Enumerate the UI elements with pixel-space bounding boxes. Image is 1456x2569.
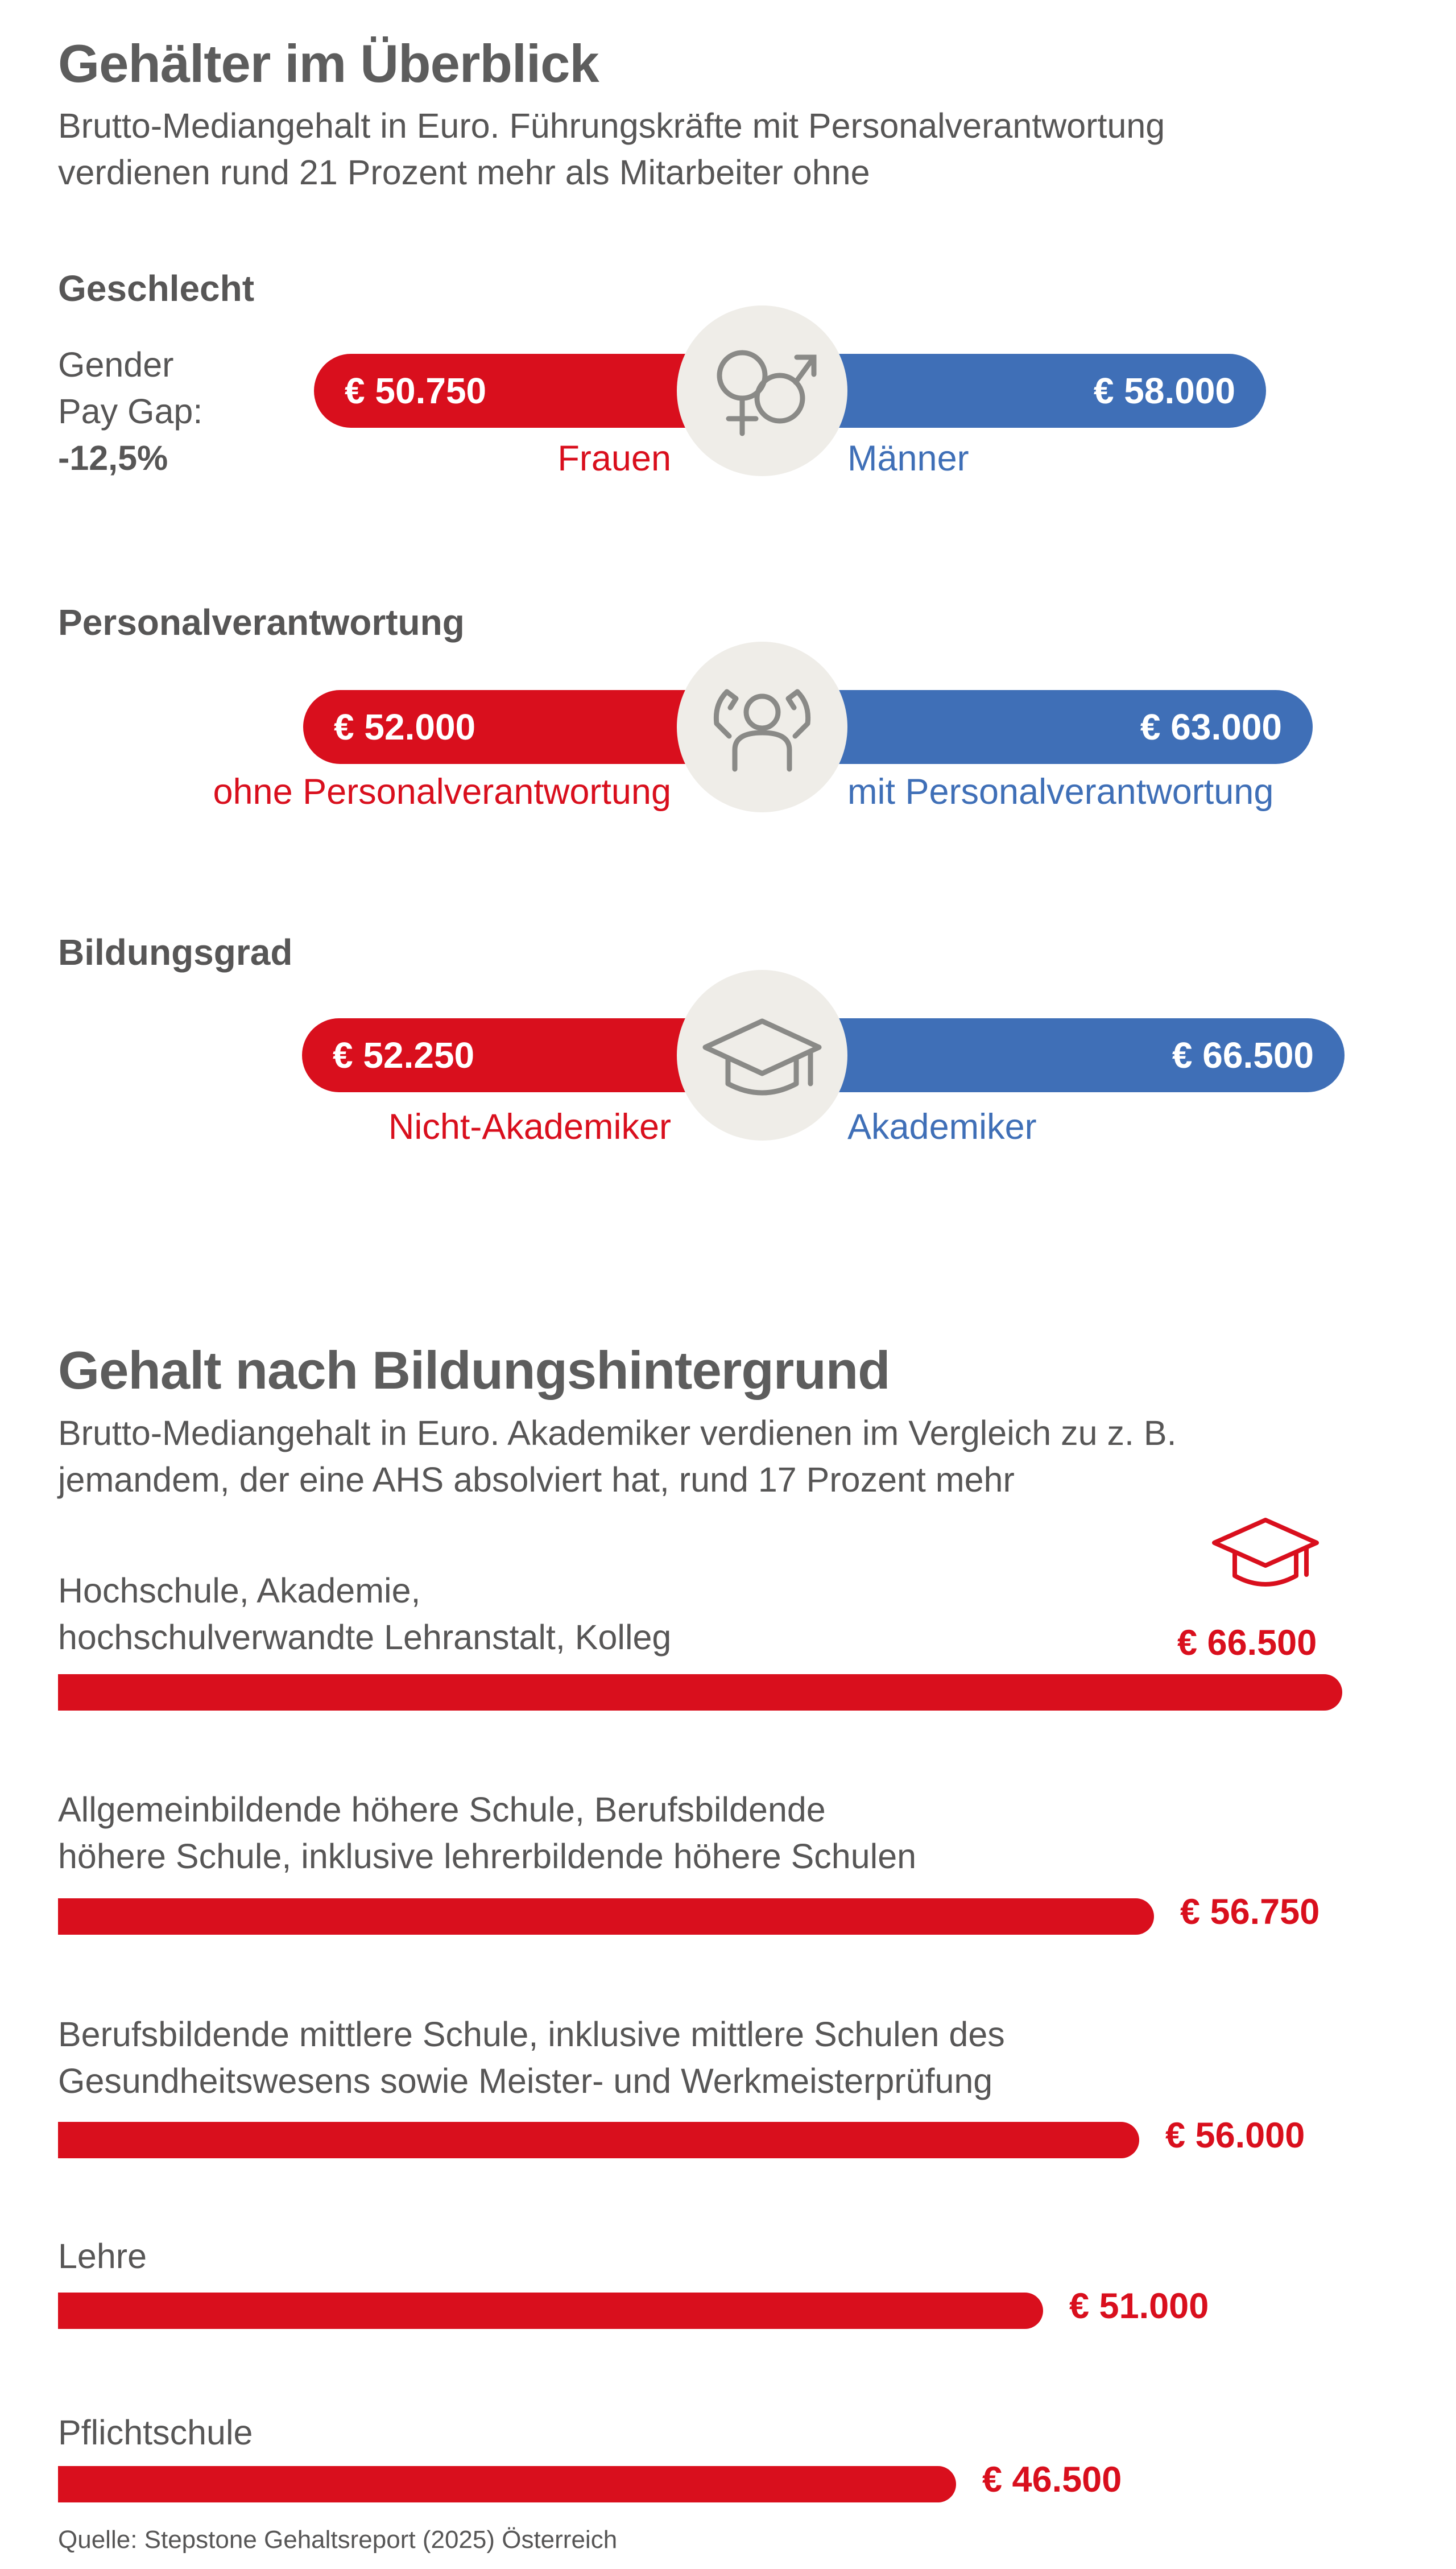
education-bar-label-line: Allgemeinbildende höhere Schule, Berufsb… bbox=[58, 1790, 826, 1829]
gender-right-caption: Männer bbox=[847, 439, 969, 478]
responsibility-section-label: Personalverantwortung bbox=[58, 602, 465, 643]
education-bar-label: Hochschule, Akademie, hochschulverwandte … bbox=[58, 1567, 671, 1661]
education-bar-value: € 66.500 bbox=[1177, 1623, 1317, 1663]
education-bar-value: € 51.000 bbox=[1069, 2286, 1209, 2326]
responsibility-badge bbox=[677, 642, 847, 812]
background-subtitle: Brutto-Mediangehalt in Euro. Akademiker … bbox=[58, 1410, 1177, 1503]
education-right-caption: Akademiker bbox=[847, 1107, 1037, 1147]
gap-line-2: Pay Gap: bbox=[58, 392, 203, 431]
education-bar bbox=[58, 1898, 1154, 1935]
background-subtitle-line-1: Brutto-Mediangehalt in Euro. Akademiker … bbox=[58, 1414, 1177, 1452]
education-right-bar: € 66.500 bbox=[762, 1018, 1345, 1092]
overview-title: Gehälter im Überblick bbox=[58, 34, 599, 93]
responsibility-left-value: € 52.000 bbox=[334, 707, 476, 747]
education-bar-label: Lehre bbox=[58, 2233, 147, 2279]
overview-subtitle: Brutto-Mediangehalt in Euro. Führungskrä… bbox=[58, 102, 1165, 196]
education-bar bbox=[58, 1674, 1342, 1711]
education-bar bbox=[58, 2122, 1139, 2158]
education-left-value: € 52.250 bbox=[333, 1035, 475, 1076]
graduation-cap-small-icon bbox=[1212, 1518, 1319, 1587]
education-bar-value: € 56.750 bbox=[1180, 1892, 1320, 1932]
caring-hands-person-icon bbox=[713, 689, 811, 772]
education-bar-label: Pflichtschule bbox=[58, 2409, 253, 2456]
responsibility-right-value: € 63.000 bbox=[1140, 707, 1282, 747]
graduation-cap-icon bbox=[702, 1018, 822, 1096]
overview-subtitle-line-1: Brutto-Mediangehalt in Euro. Führungskrä… bbox=[58, 106, 1165, 145]
gender-symbols-icon bbox=[717, 350, 817, 436]
education-bar-label-line: hochschulverwandte Lehranstalt, Kolleg bbox=[58, 1618, 672, 1657]
gender-pay-gap-note: Gender Pay Gap: -12,5% bbox=[58, 341, 202, 481]
education-bar-label: Berufsbildende mittlere Schule, inklusiv… bbox=[58, 2011, 1005, 2104]
gap-value: -12,5% bbox=[58, 439, 168, 477]
background-title: Gehalt nach Bildungshintergrund bbox=[58, 1340, 891, 1400]
education-bar-label-line: Hochschule, Akademie, bbox=[58, 1571, 421, 1610]
education-bar-value: € 56.000 bbox=[1165, 2116, 1305, 2155]
overview-subtitle-line-2: verdienen rund 21 Prozent mehr als Mitar… bbox=[58, 153, 870, 192]
gender-right-value: € 58.000 bbox=[1093, 370, 1235, 411]
background-subtitle-line-2: jemandem, der eine AHS absolviert hat, r… bbox=[58, 1460, 1015, 1499]
education-bar bbox=[58, 2466, 956, 2502]
responsibility-right-caption: mit Personalverantwortung bbox=[847, 772, 1274, 812]
gap-line-1: Gender bbox=[58, 345, 174, 384]
gender-left-value: € 50.750 bbox=[345, 370, 487, 411]
education-badge bbox=[677, 970, 847, 1141]
gender-section-label: Geschlecht bbox=[58, 268, 255, 309]
education-left-caption: Nicht-Akademiker bbox=[388, 1107, 671, 1147]
education-bar-label-line: Lehre bbox=[58, 2237, 147, 2275]
education-bar-label-line: Berufsbildende mittlere Schule, inklusiv… bbox=[58, 2015, 1005, 2054]
education-bar-label-line: Gesundheitswesens sowie Meister- und Wer… bbox=[58, 2062, 993, 2100]
education-bar-label-line: höhere Schule, inklusive lehrerbildende … bbox=[58, 1837, 917, 1876]
education-right-value: € 66.500 bbox=[1172, 1035, 1314, 1076]
education-bar-label-line: Pflichtschule bbox=[58, 2413, 253, 2452]
education-bar-value: € 46.500 bbox=[982, 2460, 1122, 2500]
responsibility-right-bar: € 63.000 bbox=[762, 690, 1313, 764]
education-bar-label: Allgemeinbildende höhere Schule, Berufsb… bbox=[58, 1786, 916, 1880]
education-bar bbox=[58, 2293, 1043, 2329]
gender-left-caption: Frauen bbox=[557, 439, 671, 478]
education-section-label: Bildungsgrad bbox=[58, 932, 293, 973]
responsibility-left-caption: ohne Personalverantwortung bbox=[213, 772, 671, 812]
source-note: Quelle: Stepstone Gehaltsreport (2025) Ö… bbox=[58, 2526, 618, 2554]
gender-badge bbox=[677, 305, 847, 476]
